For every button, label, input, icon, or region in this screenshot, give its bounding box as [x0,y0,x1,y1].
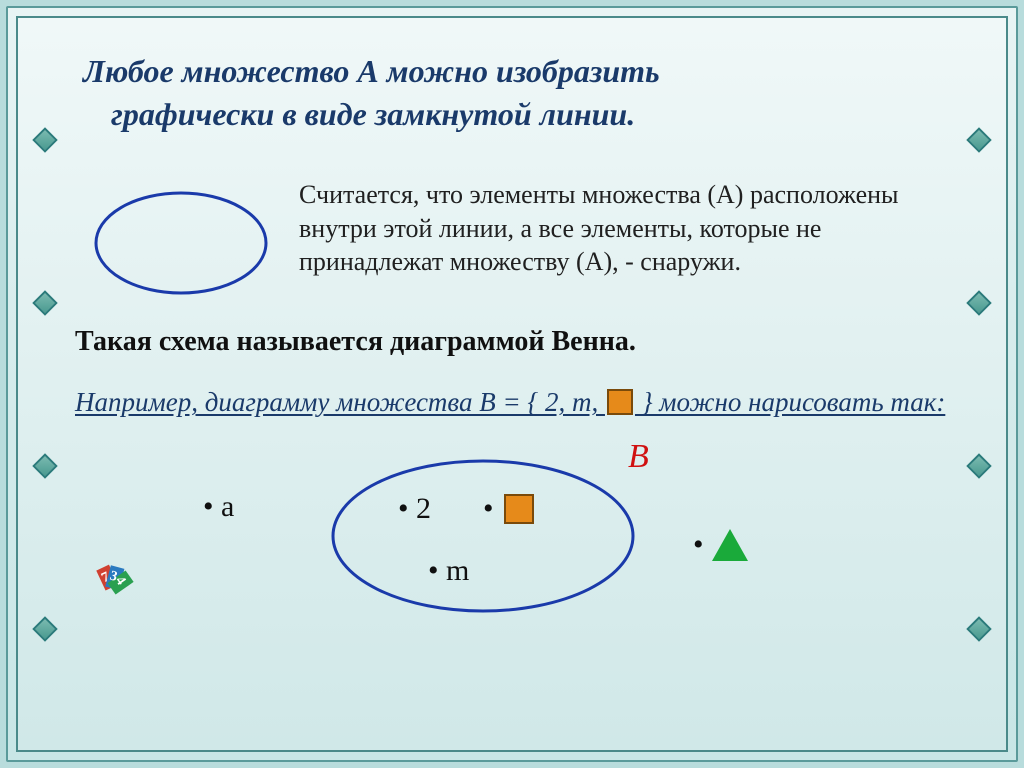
example-prefix: Например, диаграмму множества В = { 2, m… [75,387,605,417]
right-ornament-strip [964,18,994,750]
diamond-ornament-icon [966,127,991,152]
venn-diagram: • a B • 2 • • m • [73,436,951,626]
element-dot: • [483,492,494,526]
square-icon [504,494,534,524]
triangle-icon [712,529,748,561]
set-b-ellipse-icon [323,456,643,616]
element-square: • [483,492,534,526]
slide-title: Любое множество А можно изобразить графи… [83,50,951,136]
outside-point-triangle: • [693,528,748,562]
outside-point-a: • a [203,490,234,524]
diamond-ornament-icon [32,453,57,478]
corner-decoration-icon: 7 3 4 [81,558,141,618]
title-line-1: Любое множество А можно изобразить [83,50,951,93]
explanation-row: Считается, что элементы множества (А) ра… [73,178,951,298]
diamond-ornament-icon [32,616,57,641]
element-2: • 2 [398,492,431,526]
diamond-ornament-icon [32,127,57,152]
slide-inner-frame: Любое множество А можно изобразить графи… [16,16,1008,752]
slide-content: Любое множество А можно изобразить графи… [73,50,951,728]
diamond-ornament-icon [966,290,991,315]
diamond-ornament-icon [32,290,57,315]
left-ornament-strip [30,18,60,750]
example-suffix: } можно нарисовать так: [635,387,945,417]
venn-definition: Такая схема называется диаграммой Венна. [75,326,951,358]
set-b-label: B [628,438,649,476]
title-line-2: графически в виде замкнутой линии. [111,93,951,136]
square-element-icon [607,389,633,415]
diamond-ornament-icon [966,616,991,641]
set-ellipse-small-icon [91,188,271,298]
element-m: • m [428,554,469,588]
slide-outer-frame: Любое множество А можно изобразить графи… [6,6,1018,762]
triangle-dot: • [693,528,704,562]
example-text: Например, диаграмму множества В = { 2, m… [75,384,951,421]
diamond-ornament-icon [966,453,991,478]
explanation-text: Считается, что элементы множества (А) ра… [299,178,951,278]
